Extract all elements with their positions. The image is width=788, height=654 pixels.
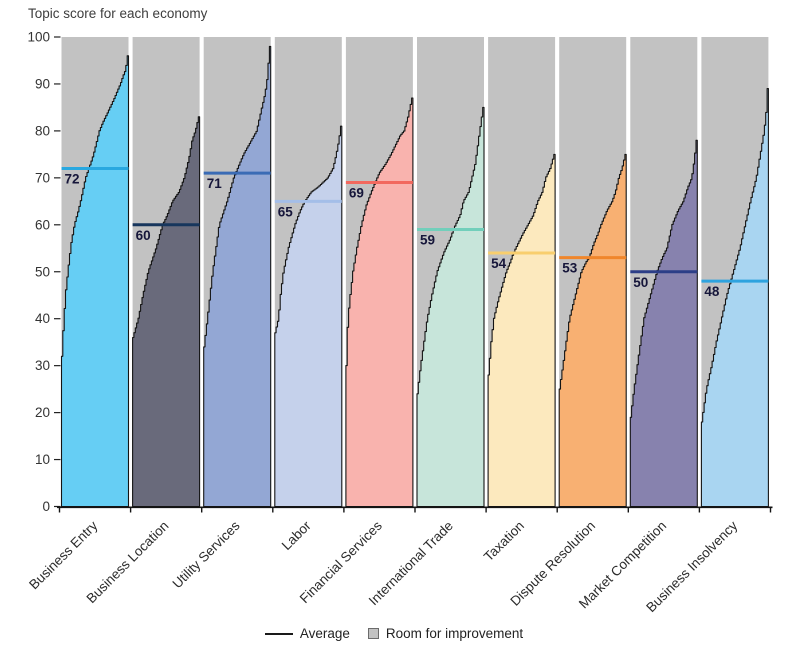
score-distribution-area	[132, 116, 201, 508]
legend-room-label: Room for improvement	[385, 626, 524, 641]
x-axis-topic-label: Taxation	[481, 518, 527, 564]
legend-item-room: Room for improvement	[367, 626, 524, 641]
y-axis-tick-label: 0	[42, 499, 50, 514]
legend-item-average: Average	[264, 626, 350, 641]
average-value-label: 48	[704, 284, 720, 299]
y-axis-tick-label: 20	[35, 405, 50, 420]
average-value-label: 60	[136, 228, 151, 243]
average-value-label: 54	[491, 256, 507, 271]
average-value-label: 71	[207, 176, 223, 191]
x-axis-topic-label: Utility Services	[169, 518, 242, 591]
average-value-label: 53	[562, 261, 578, 276]
y-axis-tick-label: 30	[35, 358, 50, 373]
chart-legend: Average Room for improvement	[0, 626, 788, 641]
y-axis-tick-label: 70	[35, 170, 50, 185]
y-axis-tick-label: 10	[35, 452, 50, 467]
y-axis-tick-label: 40	[35, 311, 50, 326]
average-line-swatch	[264, 632, 293, 635]
average-value-label: 69	[349, 186, 364, 201]
average-value-label: 65	[278, 204, 294, 219]
y-axis-tick-label: 90	[35, 76, 50, 91]
x-axis-topic-label: Labor	[279, 518, 314, 553]
score-distribution-area	[416, 106, 485, 508]
score-distribution-area	[629, 139, 698, 508]
y-axis-tick-label: 60	[35, 217, 50, 232]
legend-average-label: Average	[299, 626, 350, 641]
average-value-label: 72	[65, 171, 80, 186]
y-axis-tick-label: 100	[27, 30, 50, 45]
average-value-label: 59	[420, 232, 435, 247]
average-value-label: 50	[633, 275, 648, 290]
x-axis-topic-label: Business Entry	[26, 518, 100, 592]
score-distribution-area	[487, 153, 556, 508]
score-distribution-area	[700, 88, 769, 508]
room-for-improvement-swatch	[367, 628, 379, 639]
score-distribution-area	[345, 97, 414, 508]
chart-title: Topic score for each economy	[28, 6, 208, 21]
score-distribution-area	[558, 153, 627, 508]
y-axis-tick-label: 80	[35, 123, 50, 138]
y-axis-tick-label: 50	[35, 264, 50, 279]
score-distribution-area	[203, 45, 272, 508]
score-distribution-area	[274, 125, 343, 508]
